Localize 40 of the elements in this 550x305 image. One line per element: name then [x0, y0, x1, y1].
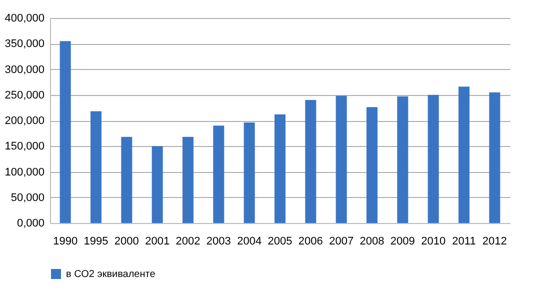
bar: [244, 122, 255, 223]
bar: [274, 114, 286, 223]
x-tick-label: 2008: [360, 236, 384, 248]
bar: [121, 136, 132, 223]
legend-label: в СО2 эквиваленте: [66, 269, 156, 280]
x-tick-label: 2012: [482, 236, 507, 248]
y-tick-label: 250,000: [4, 89, 44, 102]
x-tick-label: 2011: [452, 236, 476, 248]
x-tick-label: 2000: [114, 236, 139, 248]
y-tick-label: 350,000: [4, 38, 44, 50]
bar: [213, 126, 224, 223]
x-tick-label: 2004: [237, 236, 262, 248]
x-tick-label: 2002: [176, 236, 200, 248]
y-tick-label: 150,000: [4, 140, 44, 153]
bar: [397, 96, 408, 223]
bar: [305, 100, 316, 223]
y-tick-label: 300,000: [4, 64, 44, 76]
x-tick-label: 2001: [145, 236, 170, 248]
x-tick-label: 2010: [421, 236, 446, 248]
bar: [90, 111, 102, 223]
bar: [152, 146, 163, 223]
bar: [366, 107, 378, 223]
y-tick-label: 100,000: [4, 166, 44, 178]
x-tick-label: 1995: [84, 236, 108, 248]
y-tick-label: 0,000: [16, 218, 44, 230]
x-tick-label: 2005: [268, 236, 292, 248]
bar: [458, 86, 470, 223]
x-tick-label: 2007: [329, 236, 354, 248]
y-tick-label: 200,000: [4, 115, 44, 127]
bar: [489, 92, 500, 223]
bar: [428, 94, 439, 223]
y-tick-label: 50,000: [10, 192, 44, 204]
x-tick-label: 2009: [390, 236, 415, 248]
x-tick-label: 2006: [298, 236, 323, 248]
x-tick-label: 2003: [206, 236, 231, 248]
y-tick-label: 400,000: [4, 12, 44, 24]
bar: [336, 96, 347, 223]
x-tick-label: 1990: [53, 236, 78, 248]
bar: [182, 136, 194, 223]
bar: [60, 41, 71, 223]
